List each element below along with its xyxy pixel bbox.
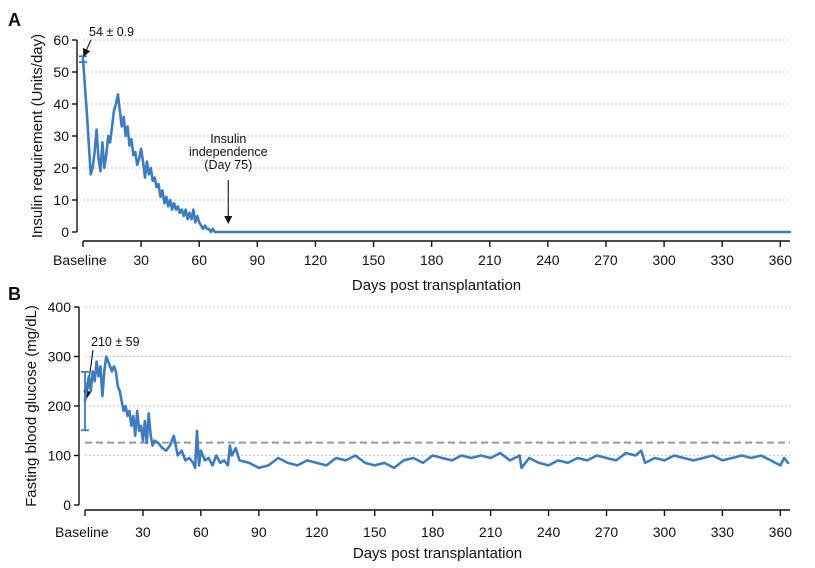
- baseline-label: 210 ± 59: [91, 335, 140, 349]
- x-tick-label: 90: [251, 524, 267, 540]
- x-tick-label: 60: [193, 524, 209, 540]
- x-tick-label: 30: [133, 252, 149, 268]
- x-tick-label: 210: [478, 252, 502, 268]
- x-tick-label: 300: [653, 524, 677, 540]
- annotation-text: independence: [189, 145, 268, 159]
- x-tick-label: 180: [421, 524, 445, 540]
- y-tick-label: 40: [53, 96, 69, 112]
- panel-label: A: [8, 10, 21, 30]
- y-tick-label: 100: [48, 448, 72, 464]
- panel-label: B: [8, 284, 21, 304]
- series-line: [83, 355, 790, 470]
- y-tick-label: 400: [48, 299, 72, 315]
- x-tick-label: 240: [536, 252, 560, 268]
- y-tick-label: 20: [53, 160, 69, 176]
- y-axis-title: Insulin requirement (Units/day): [29, 34, 46, 238]
- x-tick-label: Baseline: [53, 252, 107, 268]
- y-tick-label: 30: [53, 128, 69, 144]
- y-tick-label: 200: [48, 398, 72, 414]
- x-tick-label: Baseline: [55, 524, 109, 540]
- annotation-text: (Day 75): [204, 158, 252, 172]
- x-tick-label: 120: [305, 524, 329, 540]
- series-line: [81, 57, 792, 234]
- x-tick-label: 180: [420, 252, 444, 268]
- x-tick-label: 150: [363, 524, 387, 540]
- y-tick-label: 10: [53, 192, 69, 208]
- x-tick-label: 270: [594, 252, 618, 268]
- x-axis-title: Days post transplantation: [353, 545, 522, 562]
- y-axis-title: Fasting blood glucose (mg/dL): [23, 305, 40, 507]
- panel-b: B 0 100 200 300 400 Baseline 30 60 90 120 150 180 210…: [8, 284, 792, 562]
- panel-a: A 0 10 20 30 40 50 60 Baseline 30 60 90 120 150 180 210…: [8, 10, 792, 294]
- x-tick-label: 30: [135, 524, 151, 540]
- y-tick-label: 50: [53, 64, 69, 80]
- x-tick-label: 270: [595, 524, 619, 540]
- x-tick-label: 360: [769, 524, 793, 540]
- annotation-text: Insulin: [210, 132, 246, 146]
- x-axis-title: Days post transplantation: [352, 277, 521, 294]
- x-tick-label: 300: [652, 252, 676, 268]
- y-tick-label: 300: [48, 349, 72, 365]
- y-tick-label: 0: [63, 497, 71, 513]
- x-tick-label: 330: [711, 524, 735, 540]
- y-tick-label: 0: [61, 224, 69, 240]
- baseline-label: 54 ± 0.9: [89, 25, 134, 39]
- x-tick-label: 210: [479, 524, 503, 540]
- x-tick-label: 120: [304, 252, 328, 268]
- x-tick-label: 90: [250, 252, 266, 268]
- x-tick-label: 60: [191, 252, 207, 268]
- baseline-arrow: [83, 39, 92, 57]
- x-tick-label: 150: [362, 252, 386, 268]
- x-tick-label: 360: [769, 252, 793, 268]
- x-tick-label: 330: [711, 252, 735, 268]
- y-tick-label: 60: [53, 32, 69, 48]
- x-tick-label: 240: [537, 524, 561, 540]
